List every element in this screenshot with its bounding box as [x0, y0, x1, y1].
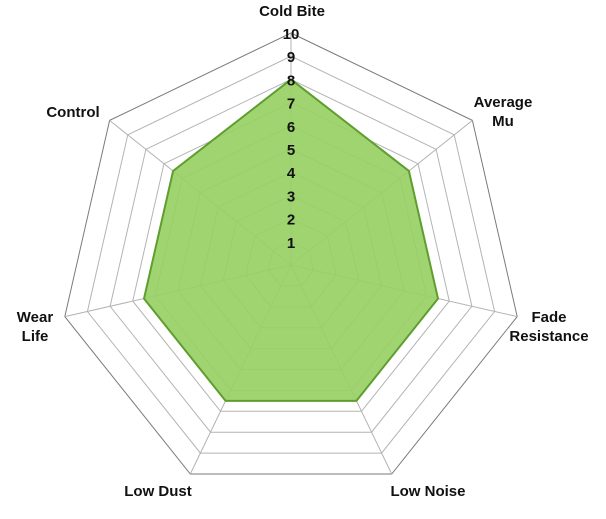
axis-label-4: Low Dust	[124, 483, 192, 500]
radar-series	[142, 78, 440, 402]
axis-label-0: Cold Bite	[259, 3, 325, 20]
tick-label-4: 4	[287, 165, 296, 182]
tick-label-2: 2	[287, 212, 295, 229]
tick-label-9: 9	[287, 49, 295, 66]
grid-ring-8	[109, 78, 473, 433]
axis-label-1: Average Mu	[474, 94, 533, 130]
axis-label-5: Wear Life	[17, 309, 54, 345]
axis-label-2: Fade Resistance	[509, 309, 588, 345]
tick-label-6: 6	[287, 119, 295, 136]
tick-label-7: 7	[287, 96, 295, 113]
axis-label-3: Low Noise	[390, 483, 465, 500]
axis-labels: Cold Bite Average Mu Fade Resistance Low Nois…	[17, 3, 589, 500]
tick-label-5: 5	[287, 142, 295, 159]
tick-label-1: 1	[287, 235, 295, 252]
grid-ring-9	[86, 55, 496, 454]
tick-label-8: 8	[287, 72, 295, 89]
tick-label-3: 3	[287, 188, 295, 205]
grid-ring-7	[132, 102, 450, 412]
radial-tick-labels: 1 2 3 4 5 6 7 8 9 10	[283, 26, 300, 252]
grid-ring-10	[64, 32, 518, 475]
axis-label-6: Control	[46, 104, 99, 121]
series-area-0	[142, 78, 440, 402]
tick-label-10: 10	[283, 26, 300, 43]
